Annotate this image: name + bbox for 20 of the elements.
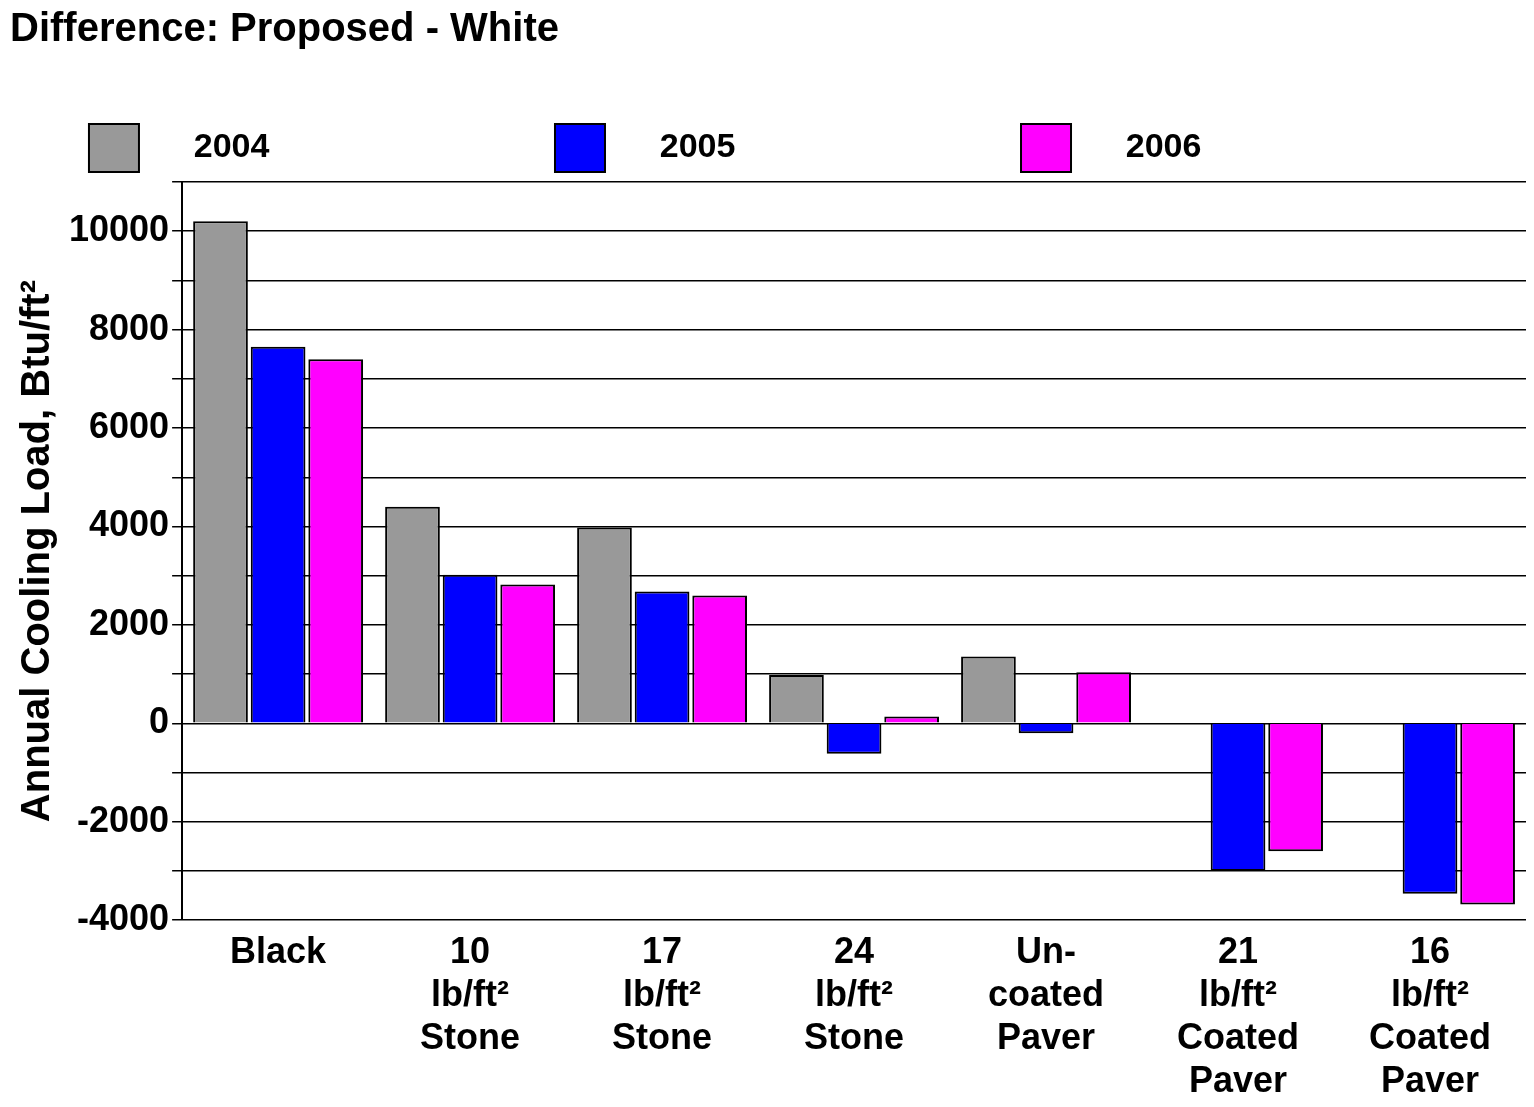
x-tick-label: 16 lb/ft² Coated Paver bbox=[1369, 929, 1492, 1101]
x-tick-label: 17 lb/ft² Stone bbox=[612, 929, 713, 1058]
y-tick-label: -2000 bbox=[77, 798, 170, 840]
y-tick-label: 2000 bbox=[89, 601, 170, 643]
x-tick-label: Black bbox=[230, 929, 328, 971]
legend-label: 2006 bbox=[1088, 126, 1448, 165]
y-tick-label: -4000 bbox=[77, 897, 170, 939]
x-tick-label: 21 lb/ft² Coated Paver bbox=[1177, 929, 1300, 1101]
y-tick-label: 4000 bbox=[89, 503, 170, 545]
y-tick-label: 0 bbox=[149, 700, 170, 742]
x-tick-label: 24 lb/ft² Stone bbox=[804, 929, 905, 1058]
x-tick-label: Un- coated Paver bbox=[988, 929, 1105, 1058]
legend-label: 2005 bbox=[621, 126, 982, 165]
legend-label: 2004 bbox=[155, 126, 515, 165]
chart-title: Difference: Proposed - White bbox=[10, 5, 559, 50]
y-tick-label: 8000 bbox=[89, 306, 170, 348]
y-axis-title: Annual Cooling Load, Btu/ft² bbox=[13, 280, 58, 823]
x-tick-label: 10 lb/ft² Stone bbox=[420, 929, 521, 1058]
y-tick-label: 6000 bbox=[89, 404, 170, 446]
y-tick-label: 10000 bbox=[69, 208, 170, 250]
